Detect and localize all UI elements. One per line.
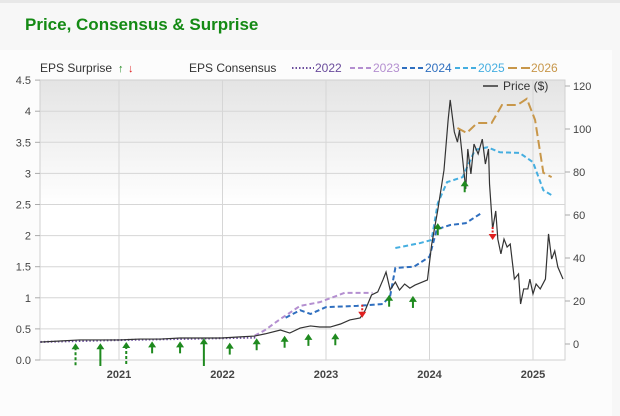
arrow-head [358, 311, 367, 318]
arrow-head [148, 341, 157, 348]
surprise-arrow-up [71, 343, 80, 366]
surprise-arrow-up [176, 341, 185, 354]
arrow-head [71, 343, 80, 350]
top-border [0, 0, 620, 3]
consensus-line-2026 [456, 97, 553, 179]
right-tick-label: 80 [573, 167, 585, 179]
right-tick-label: 0 [573, 339, 579, 351]
arrow-head [252, 338, 261, 345]
consensus-line-2022 [40, 336, 257, 343]
x-tick-label: 2025 [521, 369, 545, 381]
plot-area [39, 79, 566, 361]
surprise-arrow-up [122, 341, 131, 366]
arrow-head [199, 338, 208, 345]
left-tick-label: 1.5 [16, 262, 31, 274]
surprise-arrow-up [460, 180, 469, 193]
right-tick-label: 20 [573, 296, 585, 308]
surprise-arrow-down [358, 304, 367, 318]
chart-title: Price, Consensus & Surprise [25, 15, 259, 34]
surprise-arrow-up [408, 295, 417, 308]
arrow-head [488, 233, 497, 240]
arrow-head [385, 294, 394, 301]
surprise-arrow-up [433, 223, 442, 236]
price-line [40, 99, 564, 343]
left-tick-label: 1 [25, 293, 31, 305]
legend-label-2025: 2025 [478, 61, 505, 75]
surprise-arrow-up [148, 341, 157, 354]
surprise-arrow-down [488, 226, 497, 240]
surprise-arrow-up [199, 338, 208, 366]
left-tick-label: 4 [25, 106, 31, 118]
legend-surprise-down-icon: ↓ [128, 63, 134, 75]
left-tick-label: 2.5 [16, 200, 31, 212]
x-tick-label: 2022 [210, 369, 234, 381]
legend-consensus-label: EPS Consensus [189, 61, 276, 75]
legend-surprise-up-icon: ↑ [118, 63, 124, 75]
legend-surprise-label: EPS Surprise [40, 61, 112, 75]
surprise-arrow-up [280, 335, 289, 348]
right-tick-label: 60 [573, 210, 585, 222]
arrow-head [122, 341, 131, 348]
x-tick-label: 2024 [417, 369, 442, 381]
consensus-line-2024 [285, 212, 482, 319]
left-tick-label: 3.5 [16, 137, 31, 149]
consensus-line-2023 [254, 291, 373, 337]
surprise-arrow-up [304, 333, 313, 346]
arrow-head [280, 335, 289, 342]
surprise-arrow-up [385, 294, 394, 307]
arrow-head [304, 333, 313, 340]
x-tick-label: 2021 [107, 369, 131, 381]
arrow-head [176, 341, 185, 348]
arrow-head [225, 342, 234, 349]
arrow-head [433, 223, 442, 230]
left-tick-label: 2 [25, 231, 31, 243]
left-tick-label: 0.0 [16, 355, 31, 367]
surprise-arrow-up [225, 342, 234, 355]
legend-label-2022: 2022 [315, 61, 342, 75]
legend-label-2026: 2026 [531, 61, 558, 75]
arrow-head [460, 180, 469, 187]
right-tick-label: 40 [573, 253, 585, 265]
left-tick-label: 0.5 [16, 324, 31, 336]
surprise-arrow-up [331, 333, 340, 346]
left-tick-label: 3 [25, 168, 31, 180]
surprise-arrow-up [252, 338, 261, 351]
right-tick-label: 100 [573, 124, 591, 136]
arrow-head [408, 295, 417, 302]
legend-label-2024: 2024 [425, 61, 452, 75]
arrow-head [331, 333, 340, 340]
left-tick-label: 4.5 [16, 75, 31, 87]
surprise-arrow-up [96, 343, 105, 366]
x-tick-label: 2023 [314, 369, 338, 381]
legend-price-label: Price ($) [503, 79, 548, 93]
legend-label-2023: 2023 [373, 61, 400, 75]
right-tick-label: 120 [573, 81, 591, 93]
arrow-head [96, 343, 105, 350]
